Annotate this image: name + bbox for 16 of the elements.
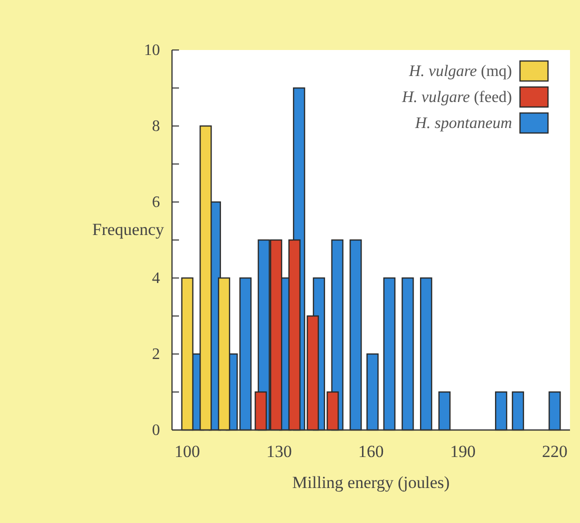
legend-label: H. spontaneum xyxy=(414,115,512,132)
x-tick-label: 220 xyxy=(542,442,568,461)
y-tick-label: 4 xyxy=(152,270,160,287)
y-tick-label: 8 xyxy=(152,118,160,135)
y-axis-title: Frequency xyxy=(92,220,164,239)
legend-label: H. vulgare (mq) xyxy=(408,63,512,80)
x-tick-label: 160 xyxy=(358,442,384,461)
x-axis-title: Milling energy (joules) xyxy=(292,473,450,492)
y-tick-label: 10 xyxy=(144,42,160,59)
x-tick-label: 100 xyxy=(174,442,200,461)
y-tick-label: 0 xyxy=(152,422,160,439)
legend-label: H. vulgare (feed) xyxy=(400,89,512,106)
y-tick-label: 6 xyxy=(152,194,160,211)
x-tick-label: 190 xyxy=(450,442,476,461)
x-tick-label: 130 xyxy=(266,442,292,461)
y-tick-label: 2 xyxy=(152,346,160,363)
